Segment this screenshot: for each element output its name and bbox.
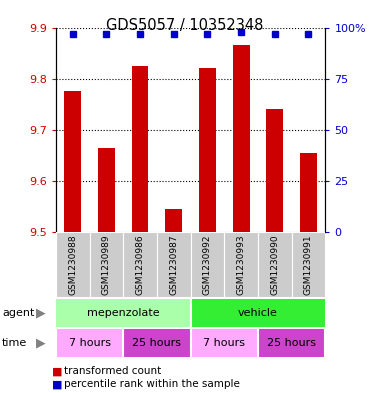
Text: agent: agent <box>2 308 34 318</box>
Text: ▶: ▶ <box>36 306 45 320</box>
Bar <box>157 232 191 297</box>
Bar <box>56 329 123 357</box>
Text: GSM1230992: GSM1230992 <box>203 234 212 294</box>
Text: percentile rank within the sample: percentile rank within the sample <box>64 379 239 389</box>
Text: GSM1230987: GSM1230987 <box>169 234 178 295</box>
Bar <box>258 232 292 297</box>
Text: GSM1230991: GSM1230991 <box>304 234 313 295</box>
Text: GSM1230990: GSM1230990 <box>270 234 279 295</box>
Bar <box>191 299 325 327</box>
Bar <box>199 68 216 232</box>
Bar <box>56 299 191 327</box>
Text: ▶: ▶ <box>36 336 45 349</box>
Text: time: time <box>2 338 27 348</box>
Bar <box>132 66 149 232</box>
Text: GSM1230986: GSM1230986 <box>136 234 144 295</box>
Text: 7 hours: 7 hours <box>69 338 110 348</box>
Text: 25 hours: 25 hours <box>267 338 316 348</box>
Text: transformed count: transformed count <box>64 366 161 376</box>
Text: GDS5057 / 10352348: GDS5057 / 10352348 <box>106 18 263 33</box>
Bar <box>123 232 157 297</box>
Bar <box>165 209 182 232</box>
Text: ■: ■ <box>52 366 62 376</box>
Text: ■: ■ <box>52 379 62 389</box>
Text: GSM1230988: GSM1230988 <box>68 234 77 295</box>
Bar <box>224 232 258 297</box>
Text: GSM1230993: GSM1230993 <box>237 234 246 295</box>
Text: mepenzolate: mepenzolate <box>87 308 159 318</box>
Bar <box>89 232 123 297</box>
Text: 7 hours: 7 hours <box>203 338 245 348</box>
Text: vehicle: vehicle <box>238 308 278 318</box>
Bar <box>233 45 249 232</box>
Bar <box>300 153 317 232</box>
Bar <box>292 232 325 297</box>
Bar <box>191 329 258 357</box>
Bar <box>56 232 89 297</box>
Bar <box>98 148 115 232</box>
Bar <box>64 91 81 232</box>
Bar <box>191 232 224 297</box>
Bar <box>266 109 283 232</box>
Bar <box>258 329 325 357</box>
Bar <box>123 329 191 357</box>
Text: 25 hours: 25 hours <box>132 338 181 348</box>
Text: GSM1230989: GSM1230989 <box>102 234 111 295</box>
